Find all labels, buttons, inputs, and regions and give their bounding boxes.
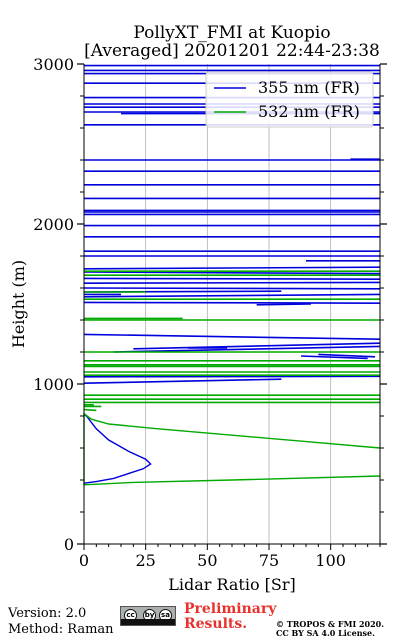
y-axis-label: Height (m) bbox=[9, 260, 28, 348]
series-355 bbox=[83, 64, 381, 484]
series-segment bbox=[83, 271, 381, 275]
series-segment bbox=[318, 353, 376, 358]
series-532 bbox=[83, 270, 381, 486]
series-segment bbox=[83, 333, 381, 340]
cc-license-badge: cc by sa bbox=[120, 606, 176, 626]
preliminary-line-1: Preliminary bbox=[184, 601, 277, 617]
y-tick-label: 3000 bbox=[33, 55, 74, 74]
copyright-line-2: CC BY SA 4.0 License. bbox=[276, 628, 375, 638]
series-segment bbox=[83, 281, 381, 285]
series-profile-line bbox=[83, 413, 152, 484]
legend: 355 nm (FR) 532 nm (FR) bbox=[205, 71, 374, 128]
copyright-notice: © TROPOS & FMI 2020. CC BY SA 4.0 Licens… bbox=[276, 620, 384, 638]
series-segment bbox=[83, 277, 381, 281]
chart-title-line-1: PollyXT_FMI at Kuopio bbox=[133, 23, 331, 43]
series-segment bbox=[256, 303, 311, 306]
x-tick-label: 50 bbox=[197, 551, 217, 570]
x-tick-label: 100 bbox=[315, 551, 346, 570]
series-segment bbox=[301, 355, 368, 360]
series-segment bbox=[83, 287, 381, 290]
series-segment bbox=[83, 378, 282, 384]
cc-badge-strip bbox=[121, 619, 175, 625]
y-tick-label: 1000 bbox=[33, 375, 74, 394]
x-tick-label: 0 bbox=[79, 551, 89, 570]
preliminary-notice: Preliminary Results. bbox=[184, 602, 276, 632]
copyright-line-1: © TROPOS & FMI 2020. bbox=[276, 619, 385, 629]
series-segment bbox=[83, 408, 97, 412]
series-layer bbox=[83, 64, 381, 486]
series-segment bbox=[83, 266, 381, 270]
preliminary-line-2: Results. bbox=[184, 616, 248, 632]
y-tick-label: 0 bbox=[64, 535, 74, 554]
tick-layer: 0 1000 2000 3000 0 25 50 75 100 bbox=[33, 55, 387, 570]
by-icon: by bbox=[143, 609, 156, 622]
axes-frame bbox=[83, 64, 381, 545]
series-segment bbox=[113, 345, 381, 353]
method-text: Method: Raman bbox=[8, 622, 114, 637]
legend-label-532: 532 nm (FR) bbox=[258, 102, 360, 121]
footer-info: Version: 2.0 Method: Raman bbox=[8, 606, 114, 638]
series-profile-line bbox=[83, 412, 381, 486]
series-segment bbox=[83, 293, 381, 298]
chart-title-line-2: [Averaged] 20201201 22:44-23:38 bbox=[84, 41, 380, 61]
legend-box bbox=[205, 71, 374, 128]
y-tick-label: 2000 bbox=[33, 215, 74, 234]
x-tick-label: 25 bbox=[135, 551, 155, 570]
version-text: Version: 2.0 bbox=[8, 606, 87, 621]
x-tick-label: 75 bbox=[259, 551, 279, 570]
lidar-ratio-chart: 0 1000 2000 3000 0 25 50 75 100 Lidar Ratio [Sr]… bbox=[9, 55, 387, 594]
series-segment bbox=[133, 342, 381, 350]
legend-label-355: 355 nm (FR) bbox=[258, 78, 360, 97]
series-segment bbox=[83, 301, 381, 305]
x-axis-label: Lidar Ratio [Sr] bbox=[168, 575, 296, 594]
